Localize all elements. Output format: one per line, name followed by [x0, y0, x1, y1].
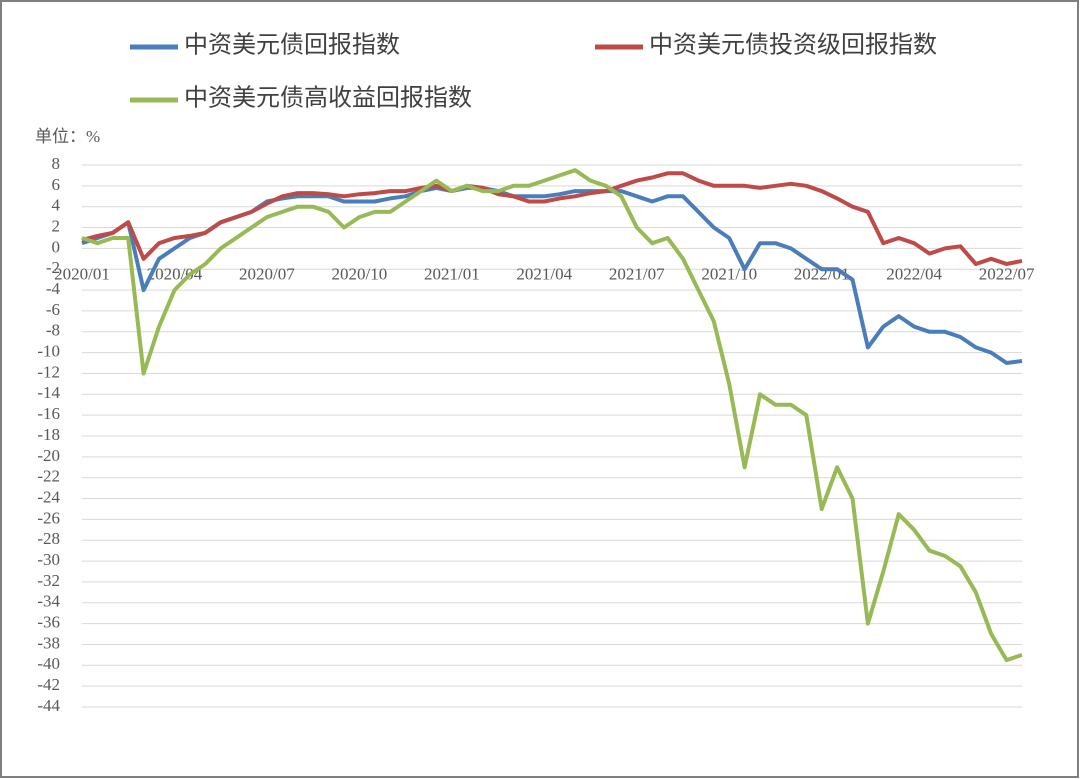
- legend-label: 中资美元债高收益回报指数: [184, 85, 472, 112]
- x-tick-label: 2021/01: [424, 264, 480, 283]
- x-tick-label: 2022/04: [886, 264, 942, 283]
- x-tick-label: 2020/07: [239, 264, 295, 283]
- y-tick-label: -36: [37, 613, 60, 632]
- y-tick-label: 4: [52, 196, 61, 215]
- y-tick-label: -26: [37, 508, 60, 527]
- y-tick-label: -38: [37, 633, 60, 652]
- y-tick-label: 8: [52, 154, 61, 173]
- series-line: [81, 168, 1023, 663]
- y-tick-label: -4: [46, 279, 61, 298]
- x-tick-label: 2021/10: [701, 264, 757, 283]
- unit-label: 单位：%: [35, 127, 100, 146]
- x-tick-label: 2021/04: [516, 264, 572, 283]
- y-tick-label: -30: [37, 550, 60, 569]
- y-tick-label: -2: [46, 258, 60, 277]
- y-tick-label: 0: [52, 237, 61, 256]
- x-tick-label: 2020/10: [332, 264, 388, 283]
- y-tick-label: -34: [37, 592, 60, 611]
- x-tick-label: 2021/07: [609, 264, 665, 283]
- y-tick-label: -22: [37, 467, 60, 486]
- y-tick-label: -44: [37, 696, 60, 715]
- y-tick-label: -32: [37, 571, 60, 590]
- y-tick-label: -12: [37, 362, 60, 381]
- y-tick-label: -6: [46, 300, 60, 319]
- y-tick-label: -16: [37, 404, 60, 423]
- y-tick-label: -20: [37, 446, 60, 465]
- series-line: [81, 171, 1023, 266]
- x-tick-label: 2020/04: [147, 264, 203, 283]
- y-tick-label: -14: [37, 383, 60, 402]
- x-tick-label: 2020/01: [54, 264, 110, 283]
- y-tick-label: -40: [37, 654, 60, 673]
- y-tick-label: -10: [37, 342, 60, 361]
- y-tick-label: -24: [37, 487, 60, 506]
- y-tick-label: -42: [37, 675, 60, 694]
- legend-label: 中资美元债回报指数: [184, 32, 400, 59]
- y-tick-label: 6: [52, 175, 61, 194]
- y-tick-label: -8: [46, 321, 60, 340]
- y-tick-label: -28: [37, 529, 60, 548]
- legend-label: 中资美元债投资级回报指数: [649, 32, 937, 59]
- y-tick-label: -18: [37, 425, 60, 444]
- x-tick-label: 2022/07: [979, 264, 1035, 283]
- y-tick-label: 2: [52, 216, 61, 235]
